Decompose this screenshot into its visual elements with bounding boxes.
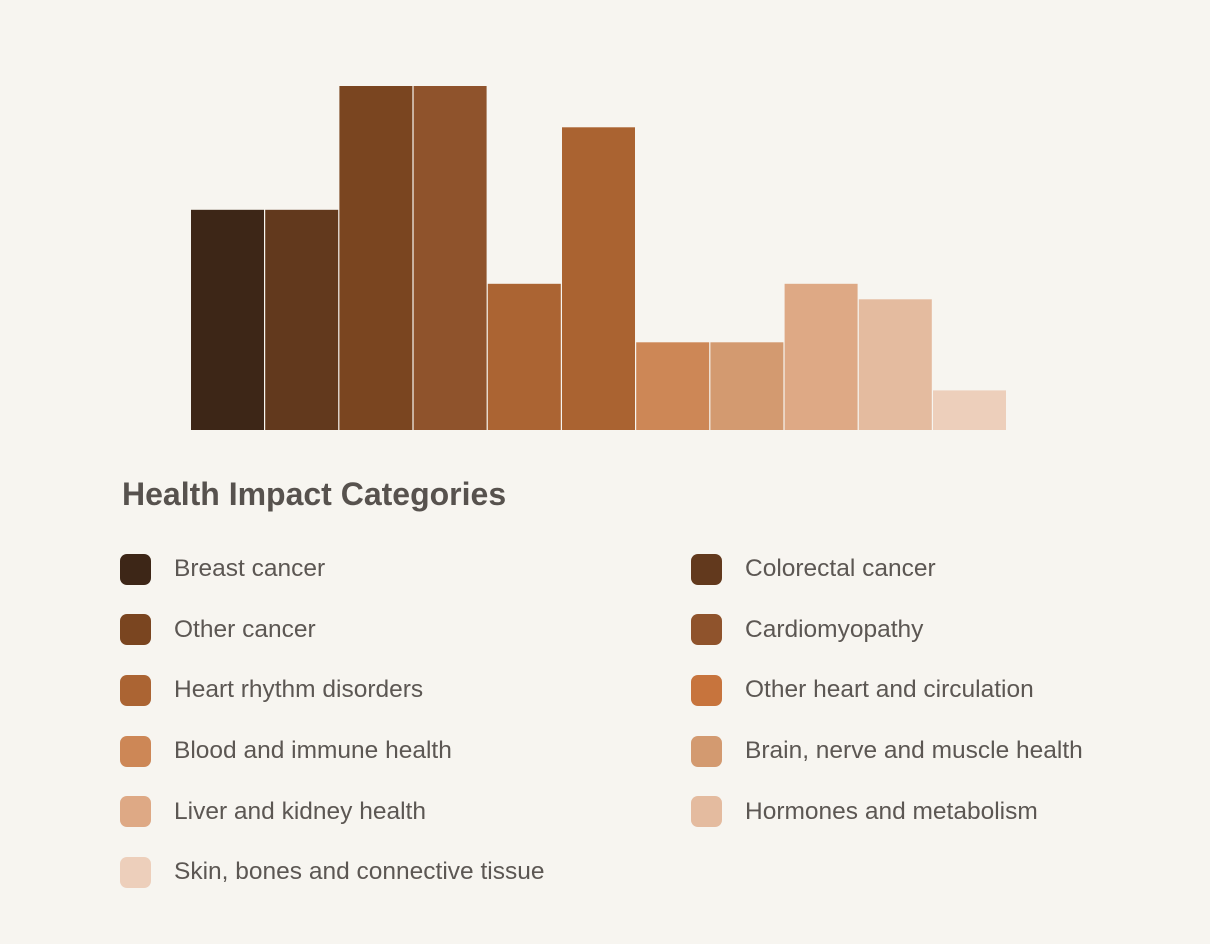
legend-swatch — [691, 614, 722, 646]
bar-liver-and-kidney-health — [784, 283, 858, 430]
legend-swatch — [691, 735, 722, 767]
legend-item: Other cancer — [120, 600, 691, 661]
legend-label: Colorectal cancer — [745, 555, 936, 583]
legend-label: Cardiomyopathy — [745, 615, 924, 643]
legend-swatch — [691, 553, 722, 585]
bar-hormones-and-metabolism — [858, 299, 932, 430]
bar-colorectal-cancer — [265, 209, 339, 430]
bar-heart-rhythm-disorders — [487, 283, 561, 430]
legend-label: Skin, bones and connective tissue — [174, 858, 545, 886]
bar-chart — [191, 86, 1006, 431]
legend-swatch — [120, 614, 151, 646]
legend-label: Other heart and circulation — [745, 676, 1034, 704]
legend-item: Colorectal cancer — [691, 539, 1120, 600]
legend-item: Heart rhythm disorders — [120, 660, 691, 721]
bar-skin-bones-and-connective-tissue — [933, 390, 1006, 430]
legend: Breast cancer Colorectal cancer Other canc… — [120, 539, 1120, 903]
legend-swatch — [120, 674, 151, 706]
legend-title: Health Impact Categories — [122, 476, 507, 512]
legend-swatch — [691, 796, 722, 828]
legend-item: Brain, nerve and muscle health — [691, 721, 1120, 782]
legend-label: Blood and immune health — [174, 737, 452, 765]
legend-label: Liver and kidney health — [174, 797, 426, 825]
legend-item: Skin, bones and connective tissue — [120, 842, 691, 903]
legend-item: Liver and kidney health — [120, 781, 691, 842]
legend-swatch — [691, 674, 722, 706]
legend-label: Heart rhythm disorders — [174, 676, 424, 704]
legend-swatch — [120, 796, 151, 828]
bar-other-cancer — [339, 86, 413, 430]
legend-label: Breast cancer — [174, 555, 326, 583]
legend-label: Brain, nerve and muscle health — [745, 737, 1083, 765]
bar-blood-and-immune-health — [636, 342, 710, 430]
bar-breast-cancer — [191, 209, 264, 430]
legend-item: Other heart and circulation — [691, 660, 1120, 721]
bar-cardiomyopathy — [413, 86, 487, 430]
legend-item: Blood and immune health — [120, 721, 691, 782]
bar-brain-nerve-and-muscle-health — [710, 342, 784, 430]
legend-swatch — [120, 553, 151, 585]
legend-item: Cardiomyopathy — [691, 600, 1120, 661]
legend-item: Breast cancer — [120, 539, 691, 600]
legend-swatch — [120, 735, 151, 767]
legend-item: Hormones and metabolism — [691, 781, 1120, 842]
bar-other-heart-and-circulation — [562, 127, 635, 431]
legend-swatch — [120, 856, 151, 888]
legend-label: Other cancer — [174, 615, 316, 643]
legend-label: Hormones and metabolism — [745, 797, 1038, 825]
